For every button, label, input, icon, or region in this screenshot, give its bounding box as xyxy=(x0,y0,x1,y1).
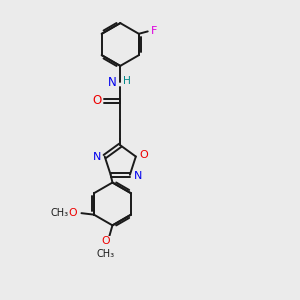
Text: F: F xyxy=(151,26,158,36)
Text: O: O xyxy=(101,236,110,246)
Text: N: N xyxy=(134,171,142,181)
Text: O: O xyxy=(69,208,77,218)
Text: O: O xyxy=(93,94,102,107)
Text: CH₃: CH₃ xyxy=(50,208,68,218)
Text: N: N xyxy=(92,152,101,162)
Text: CH₃: CH₃ xyxy=(97,249,115,259)
Text: O: O xyxy=(140,150,148,160)
Text: H: H xyxy=(123,76,131,86)
Text: N: N xyxy=(108,76,116,89)
